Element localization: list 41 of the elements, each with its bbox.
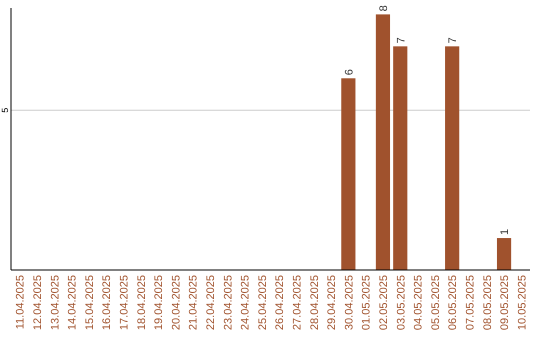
x-tick-label: 22.04.2025 <box>204 275 217 330</box>
x-tick-label: 16.04.2025 <box>101 275 114 330</box>
bar <box>496 238 512 270</box>
x-tick-label: 01.05.2025 <box>360 275 373 330</box>
bar <box>376 14 390 270</box>
x-tick-label: 13.04.2025 <box>49 275 62 330</box>
data-label: 7 <box>395 37 408 44</box>
x-tick-label: 20.04.2025 <box>170 275 182 330</box>
x-tick-label: 11.04.2025 <box>14 275 27 330</box>
x-tick-label: 29.04.2025 <box>326 275 338 330</box>
x-tick-label: 26.04.2025 <box>274 275 286 330</box>
x-tick-label: 28.04.2025 <box>308 275 321 330</box>
x-tick-label: 17.04.2025 <box>118 275 130 330</box>
data-label: 8 <box>378 5 390 12</box>
x-tick-label: 04.05.2025 <box>412 275 425 330</box>
x-tick-label: 24.04.2025 <box>240 275 252 330</box>
x-tick-label: 18.04.2025 <box>136 275 148 330</box>
x-tick-label: 30.04.2025 <box>343 275 356 330</box>
x-tick-label: 02.05.2025 <box>378 275 390 330</box>
x-tick-label: 27.04.2025 <box>291 275 304 330</box>
x-tick-label: 03.05.2025 <box>395 275 408 330</box>
data-label: 7 <box>447 37 460 44</box>
bar <box>341 78 356 270</box>
x-tick-label: 25.04.2025 <box>256 275 269 330</box>
x-tick-label: 14.04.2025 <box>66 275 79 330</box>
data-label: 1 <box>499 228 512 236</box>
data-label: 6 <box>343 69 356 76</box>
bar <box>445 46 460 270</box>
x-tick-label: 09.05.2025 <box>499 275 512 330</box>
x-tick-label: 05.05.2025 <box>430 275 442 330</box>
x-tick-label: 10.05.2025 <box>516 275 528 330</box>
x-tick-label: 08.05.2025 <box>482 275 494 330</box>
x-tick-label: 07.05.2025 <box>464 275 476 330</box>
x-tick-label: 12.04.2025 <box>32 275 44 330</box>
y-tick-label: 5 <box>0 108 10 113</box>
x-tick-label: 19.04.2025 <box>153 275 166 330</box>
x-tick-label: 15.04.2025 <box>84 275 96 330</box>
x-tick-label: 06.05.2025 <box>447 275 460 330</box>
x-tick-label: 23.04.2025 <box>222 275 234 330</box>
bar <box>393 46 408 270</box>
x-tick-label: 21.04.2025 <box>188 275 200 330</box>
